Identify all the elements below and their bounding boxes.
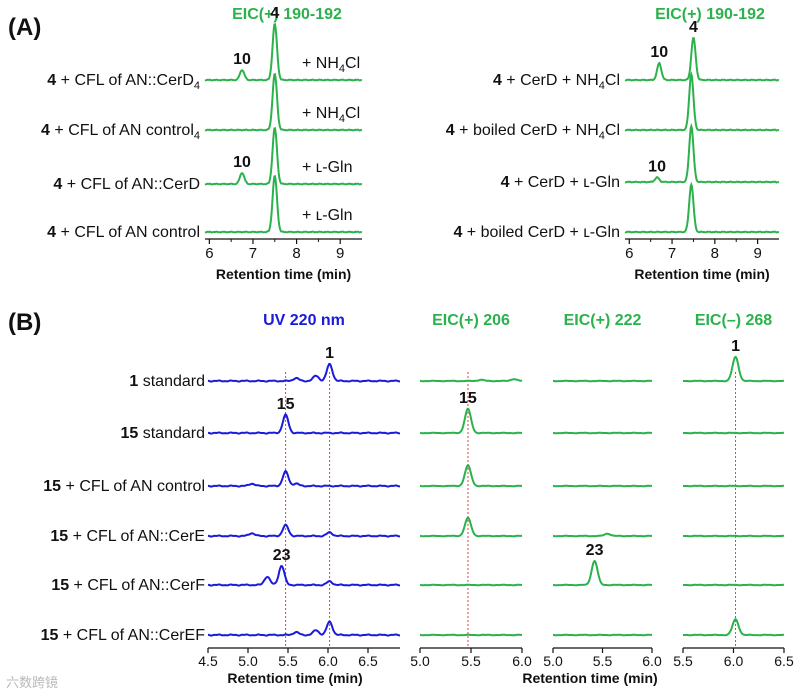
- trace-line: [207, 523, 400, 538]
- sample-label: 15 + CFL of AN::CerE: [50, 528, 205, 545]
- trace-line: [207, 620, 400, 637]
- x-tick-label: 6.0: [512, 653, 532, 669]
- x-axis-label: Retention time (min): [634, 266, 769, 282]
- sample-label: 4 + boiled CerD + NH4Cl: [446, 122, 620, 142]
- sample-label: 4 + CFL of AN::CerD4: [47, 72, 200, 92]
- sample-label: 15 + CFL of AN::CerF: [51, 577, 205, 594]
- x-axis-label: Retention time (min): [227, 670, 362, 686]
- sample-label: 4 + CerD + NH4Cl: [493, 72, 620, 92]
- x-tick-label: 5.0: [238, 653, 258, 669]
- trace-line: [624, 37, 780, 82]
- x-axis-label: Retention time (min): [216, 266, 351, 282]
- trace-line: [204, 22, 363, 82]
- trace-line: [683, 355, 785, 383]
- trace-line: [553, 379, 652, 383]
- trace-line: [553, 532, 652, 538]
- peak-label: 1: [325, 345, 334, 362]
- x-tick-label: 6: [205, 245, 213, 262]
- panel-a-title: EIC(+) 190-192: [232, 6, 342, 23]
- trace-line: [204, 72, 363, 132]
- panel-b-label: (B): [8, 309, 41, 336]
- trace-line: [624, 181, 780, 234]
- trace-line: [553, 633, 652, 637]
- trace-line: [204, 126, 363, 186]
- trace-line: [683, 484, 785, 488]
- condition-note: + ʟ-Gln: [302, 207, 352, 224]
- subpanel-title: UV 220 nm: [263, 312, 345, 329]
- x-tick-label: 5.5: [461, 653, 481, 669]
- peak-label: 4: [689, 19, 698, 36]
- sample-label: 4 + CFL of AN control: [47, 224, 200, 241]
- x-tick-label: 8: [292, 245, 300, 262]
- peak-label: 10: [233, 154, 251, 171]
- x-axis-label: Retention time (min): [522, 670, 657, 686]
- subpanel-title: EIC(–) 268: [695, 312, 772, 329]
- trace-line: [553, 431, 652, 435]
- sample-label: 4 + CFL of AN control4: [41, 122, 200, 142]
- condition-note: + NH4Cl: [302, 105, 360, 125]
- trace-line: [624, 122, 780, 184]
- x-tick-label: 6.0: [724, 653, 744, 669]
- x-tick-label: 6.0: [318, 653, 338, 669]
- subpanel-title: EIC(+) 206: [432, 312, 510, 329]
- trace-line: [204, 174, 363, 234]
- x-tick-label: 6: [625, 245, 633, 262]
- peak-label: 10: [648, 159, 666, 176]
- x-tick-label: 8: [711, 245, 719, 262]
- trace-line: [624, 70, 780, 132]
- trace-line: [207, 362, 400, 383]
- sample-label: 4 + CFL of AN::CerD: [53, 176, 200, 193]
- trace-line: [420, 583, 522, 587]
- trace-line: [420, 464, 522, 488]
- trace-line: [207, 565, 400, 587]
- peak-label: 10: [233, 51, 251, 68]
- x-tick-label: 6.5: [358, 653, 378, 669]
- trace-line: [553, 484, 652, 488]
- sample-label: 15 + CFL of AN control: [43, 478, 205, 495]
- x-tick-label: 5.0: [543, 653, 563, 669]
- x-tick-label: 6.0: [642, 653, 662, 669]
- x-tick-label: 5.5: [673, 653, 693, 669]
- sample-label: 15 + CFL of AN::CerEF: [41, 627, 206, 644]
- peak-label: 23: [586, 542, 604, 559]
- peak-label: 23: [273, 547, 291, 564]
- trace-line: [420, 378, 523, 383]
- condition-note: + NH4Cl: [302, 55, 360, 75]
- x-tick-label: 9: [753, 245, 761, 262]
- x-tick-label: 5.0: [410, 653, 430, 669]
- peak-label: 1: [731, 338, 740, 355]
- peak-label: 10: [650, 44, 668, 61]
- trace-line: [553, 560, 652, 587]
- x-tick-label: 6.5: [774, 653, 794, 669]
- x-tick-label: 9: [336, 245, 344, 262]
- x-tick-label: 7: [249, 245, 257, 262]
- trace-line: [683, 431, 785, 435]
- trace-line: [683, 618, 785, 637]
- trace-line: [420, 516, 522, 538]
- x-tick-label: 4.5: [198, 653, 218, 669]
- peak-label: 15: [277, 396, 295, 413]
- peak-label: 15: [459, 390, 477, 407]
- trace-line: [420, 633, 522, 637]
- trace-line: [683, 534, 785, 538]
- x-tick-label: 5.5: [593, 653, 613, 669]
- sample-label: 1 standard: [129, 373, 205, 390]
- x-tick-label: 7: [668, 245, 676, 262]
- trace-line: [683, 583, 785, 587]
- trace-line: [207, 469, 400, 488]
- sample-label: 4 + CerD + ʟ-Gln: [501, 174, 620, 191]
- sample-label: 4 + boiled CerD + ʟ-Gln: [453, 224, 620, 241]
- peak-label: 4: [270, 5, 279, 22]
- x-tick-label: 5.5: [278, 653, 298, 669]
- subpanel-title: EIC(+) 222: [564, 312, 642, 329]
- trace-line: [207, 413, 400, 435]
- watermark-text: 六数跨镜: [6, 676, 59, 691]
- trace-line: [420, 407, 522, 435]
- condition-note: + ʟ-Gln: [302, 159, 352, 176]
- sample-label: 15 standard: [120, 425, 205, 442]
- panel-a-title: EIC(+) 190-192: [655, 6, 765, 23]
- panel-a-label: (A): [8, 14, 41, 41]
